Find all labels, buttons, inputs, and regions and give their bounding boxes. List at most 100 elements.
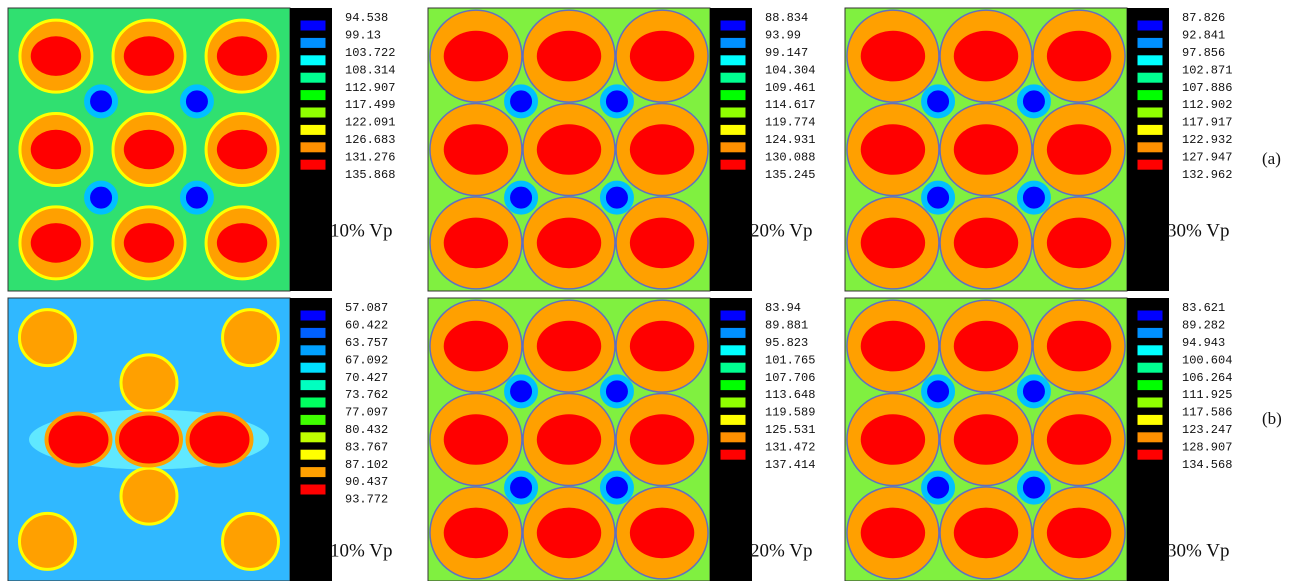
- panel-caption: 10% Vp: [330, 220, 392, 241]
- region: [603, 474, 631, 502]
- legend-swatch: [300, 72, 326, 83]
- region: [924, 184, 952, 212]
- legend-value: 117.917: [1182, 116, 1232, 130]
- region: [507, 377, 535, 405]
- legend-value: 99.13: [345, 29, 381, 43]
- legend-value: 103.722: [345, 46, 395, 60]
- region: [603, 87, 631, 115]
- legend-swatch: [300, 124, 326, 135]
- region: [924, 87, 952, 115]
- legend-value: 88.834: [765, 11, 808, 25]
- legend-swatch: [1137, 327, 1163, 338]
- region: [537, 124, 601, 175]
- legend-value: 137.414: [765, 458, 815, 472]
- region: [444, 321, 508, 372]
- legend-swatch: [300, 484, 326, 495]
- legend-value: 87.826: [1182, 11, 1225, 25]
- legend-value: 89.881: [765, 319, 808, 333]
- region: [1047, 31, 1111, 82]
- legend-swatch: [720, 159, 746, 170]
- legend-swatch: [720, 397, 746, 408]
- legend-swatch: [300, 362, 326, 373]
- legend-swatch: [1137, 142, 1163, 153]
- region: [1020, 184, 1048, 212]
- region: [1047, 414, 1111, 465]
- region: [444, 218, 508, 269]
- legend-value: 83.767: [345, 440, 388, 454]
- legend-value: 135.245: [765, 168, 815, 182]
- region: [1020, 377, 1048, 405]
- legend-value: 106.264: [1182, 371, 1232, 385]
- region: [630, 218, 694, 269]
- legend-value: 135.868: [345, 168, 395, 182]
- legend-swatch: [720, 37, 746, 48]
- region: [1047, 508, 1111, 559]
- legend-value: 109.461: [765, 81, 815, 95]
- legend-swatch: [300, 310, 326, 321]
- legend-swatch: [300, 142, 326, 153]
- panel-caption: 20% Vp: [750, 540, 812, 561]
- legend-swatch: [1137, 362, 1163, 373]
- region: [87, 184, 115, 212]
- legend-swatch: [1137, 380, 1163, 391]
- region: [924, 474, 952, 502]
- region: [954, 321, 1018, 372]
- legend-swatch: [720, 380, 746, 391]
- legend-value: 112.907: [345, 81, 395, 95]
- contour-plot: [845, 298, 1127, 581]
- page: {"rows": [ {"label": "(a)", "panels": [ …: [0, 0, 1299, 581]
- legend-value: 93.99: [765, 29, 801, 43]
- contour-plot: [8, 298, 290, 581]
- legend-swatch: [1137, 107, 1163, 118]
- legend-value: 122.091: [345, 116, 395, 130]
- region: [1047, 321, 1111, 372]
- region: [19, 310, 75, 366]
- region: [861, 31, 925, 82]
- legend-swatch: [300, 159, 326, 170]
- legend-value: 123.247: [1182, 423, 1232, 437]
- legend-value: 117.499: [345, 98, 395, 112]
- legend-value: 130.088: [765, 150, 815, 164]
- region: [537, 508, 601, 559]
- legend-value: 100.604: [1182, 353, 1232, 367]
- region: [537, 31, 601, 82]
- legend-value: 94.538: [345, 11, 388, 25]
- contour-plot: [428, 298, 710, 581]
- region: [861, 124, 925, 175]
- region: [924, 377, 952, 405]
- row-label: (a): [1262, 149, 1281, 168]
- legend-swatch: [300, 380, 326, 391]
- region: [223, 310, 279, 366]
- legend-swatch: [720, 20, 746, 31]
- legend-value: 67.092: [345, 353, 388, 367]
- region: [630, 321, 694, 372]
- region: [217, 130, 267, 170]
- region: [507, 87, 535, 115]
- legend-swatch: [300, 107, 326, 118]
- legend-swatch: [1137, 37, 1163, 48]
- panel-caption: 30% Vp: [1167, 220, 1229, 241]
- legend-swatch: [720, 432, 746, 443]
- legend-swatch: [300, 414, 326, 425]
- contour-plot: [845, 8, 1127, 291]
- region: [537, 218, 601, 269]
- legend-value: 119.589: [765, 406, 815, 420]
- legend-value: 119.774: [765, 116, 815, 130]
- legend-value: 60.422: [345, 319, 388, 333]
- region: [537, 414, 601, 465]
- legend-value: 132.962: [1182, 168, 1232, 182]
- region: [861, 218, 925, 269]
- legend-swatch: [300, 327, 326, 338]
- legend-swatch: [720, 72, 746, 83]
- legend-value: 128.907: [1182, 440, 1232, 454]
- legend-value: 108.314: [345, 63, 395, 77]
- region: [19, 513, 75, 569]
- legend-value: 102.871: [1182, 63, 1232, 77]
- legend-value: 107.886: [1182, 81, 1232, 95]
- legend-value: 63.757: [345, 336, 388, 350]
- legend-value: 87.102: [345, 458, 388, 472]
- legend-value: 70.427: [345, 371, 388, 385]
- legend-swatch: [1137, 310, 1163, 321]
- region: [1020, 87, 1048, 115]
- region: [954, 218, 1018, 269]
